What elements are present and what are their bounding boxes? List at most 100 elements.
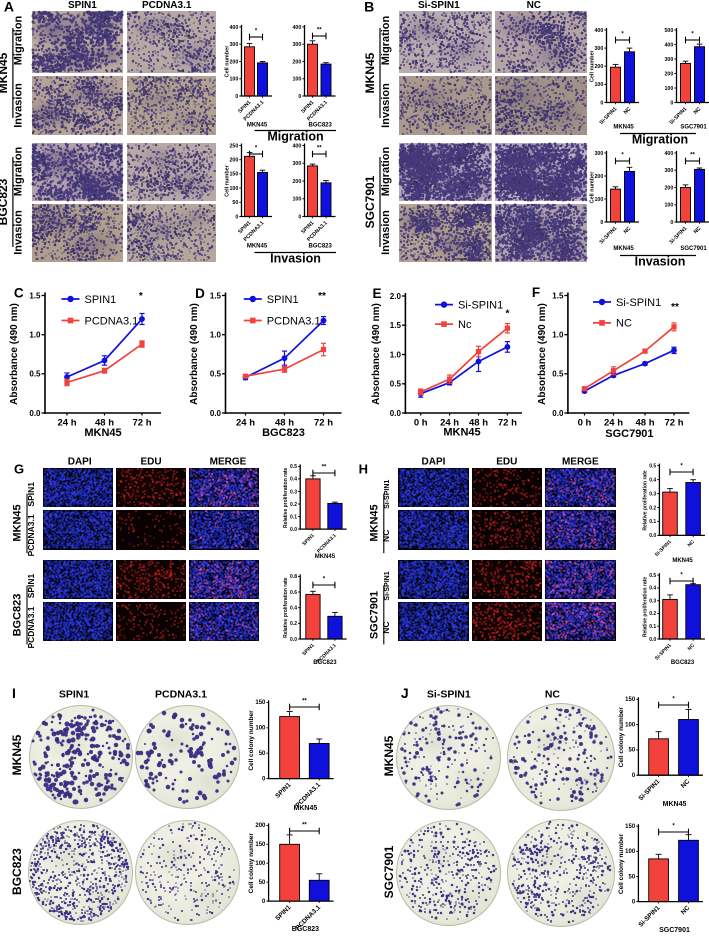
svg-text:I: I — [12, 685, 16, 701]
svg-text:*: * — [621, 153, 624, 159]
svg-text:200: 200 — [594, 64, 603, 70]
svg-text:NC: NC — [687, 539, 697, 549]
svg-text:50: 50 — [259, 751, 266, 757]
svg-text:*: * — [505, 309, 509, 320]
svg-text:0.0: 0.0 — [290, 527, 297, 533]
svg-text:Cell colony number: Cell colony number — [248, 710, 255, 771]
svg-text:Relative proliferation rate: Relative proliferation rate — [283, 467, 289, 528]
svg-text:Relative proliferation rate: Relative proliferation rate — [283, 577, 289, 638]
svg-text:150: 150 — [229, 172, 238, 178]
svg-text:0: 0 — [262, 899, 266, 905]
svg-text:2.0: 2.0 — [390, 292, 402, 301]
svg-text:300: 300 — [292, 42, 301, 48]
svg-text:0: 0 — [670, 100, 673, 106]
svg-text:150: 150 — [625, 824, 636, 830]
svg-text:Migration: Migration — [380, 146, 392, 196]
svg-text:0: 0 — [298, 94, 301, 100]
svg-text:BGC823: BGC823 — [262, 427, 305, 439]
svg-text:150: 150 — [625, 697, 636, 703]
svg-text:200: 200 — [229, 59, 238, 65]
svg-text:EDU: EDU — [496, 457, 517, 468]
svg-text:200: 200 — [292, 179, 301, 185]
svg-text:100: 100 — [625, 849, 636, 855]
svg-text:250: 250 — [229, 143, 238, 149]
svg-text:0: 0 — [670, 220, 673, 226]
svg-text:0.8: 0.8 — [290, 574, 297, 580]
svg-text:Migration: Migration — [267, 130, 323, 144]
svg-text:Invasion: Invasion — [270, 252, 321, 266]
svg-text:MKN45: MKN45 — [84, 427, 121, 439]
svg-text:*: * — [672, 697, 675, 703]
svg-text:150: 150 — [255, 842, 266, 848]
svg-text:0.5: 0.5 — [649, 573, 656, 579]
svg-text:72 h: 72 h — [314, 418, 333, 429]
svg-text:0.4: 0.4 — [290, 606, 297, 612]
svg-text:Cell colony number: Cell colony number — [618, 833, 625, 894]
svg-text:200: 200 — [255, 823, 266, 829]
svg-text:SGC7901: SGC7901 — [680, 246, 707, 252]
svg-text:*: * — [621, 32, 624, 38]
svg-text:SPIN1: SPIN1 — [267, 294, 299, 306]
svg-text:Si-SPIN1: Si-SPIN1 — [616, 297, 661, 309]
svg-text:48 h: 48 h — [95, 418, 114, 429]
svg-text:SPIN1: SPIN1 — [26, 482, 36, 507]
svg-text:24 h: 24 h — [440, 418, 459, 429]
svg-text:MKN45: MKN45 — [663, 801, 687, 808]
svg-text:0 h: 0 h — [578, 418, 592, 429]
svg-text:Cell number: Cell number — [590, 171, 596, 204]
svg-text:0.2: 0.2 — [290, 502, 297, 508]
svg-text:0: 0 — [262, 776, 266, 782]
svg-text:*: * — [323, 577, 326, 583]
svg-text:Nc: Nc — [458, 319, 472, 331]
svg-text:NC: NC — [545, 689, 561, 701]
svg-text:MKN45: MKN45 — [363, 52, 377, 93]
svg-text:SPIN1: SPIN1 — [301, 643, 316, 658]
svg-text:MKN45: MKN45 — [613, 246, 634, 252]
svg-text:300: 300 — [292, 161, 301, 167]
svg-text:*: * — [255, 146, 258, 152]
svg-text:Si-SPIN1: Si-SPIN1 — [599, 106, 619, 126]
svg-text:1.5: 1.5 — [29, 291, 41, 300]
svg-text:Si-SPIN1: Si-SPIN1 — [427, 689, 471, 701]
svg-text:**: ** — [302, 699, 307, 705]
svg-text:0.5: 0.5 — [210, 370, 222, 379]
svg-text:NC: NC — [693, 226, 703, 236]
svg-text:H: H — [359, 462, 368, 477]
svg-text:NC: NC — [623, 226, 633, 236]
svg-text:0.2: 0.2 — [649, 611, 656, 617]
svg-text:1.5: 1.5 — [552, 291, 564, 300]
svg-text:Cell number: Cell number — [225, 164, 231, 197]
svg-text:0.5: 0.5 — [390, 380, 402, 389]
svg-text:Migration: Migration — [12, 15, 24, 65]
svg-text:100: 100 — [255, 861, 266, 867]
svg-text:**: ** — [671, 302, 679, 313]
svg-text:0.4: 0.4 — [290, 477, 297, 483]
svg-text:Invasion: Invasion — [12, 210, 24, 255]
svg-text:PCDNA3.1: PCDNA3.1 — [142, 0, 192, 11]
svg-text:BGC823: BGC823 — [292, 926, 319, 933]
svg-text:300: 300 — [594, 151, 603, 157]
svg-text:0: 0 — [600, 100, 603, 106]
svg-text:0.4: 0.4 — [649, 477, 656, 483]
svg-text:400: 400 — [594, 28, 603, 34]
svg-text:SPIN1: SPIN1 — [85, 294, 117, 306]
svg-text:B: B — [364, 0, 374, 14]
svg-text:0.2: 0.2 — [649, 505, 656, 511]
svg-text:400: 400 — [664, 151, 673, 157]
svg-text:24 h: 24 h — [604, 418, 623, 429]
svg-text:1.0: 1.0 — [552, 331, 564, 340]
svg-text:EDU: EDU — [140, 457, 161, 468]
svg-text:Migration: Migration — [12, 146, 24, 196]
svg-text:Migration: Migration — [380, 15, 392, 65]
svg-text:24 h: 24 h — [236, 418, 255, 429]
svg-text:NC: NC — [381, 530, 391, 542]
svg-text:Absorbance (490 nm): Absorbance (490 nm) — [537, 303, 548, 405]
svg-text:**: ** — [318, 291, 326, 302]
svg-text:Si-SPIN1: Si-SPIN1 — [418, 0, 460, 11]
svg-text:400: 400 — [292, 143, 301, 149]
svg-text:J: J — [401, 685, 409, 701]
svg-text:0.0: 0.0 — [390, 409, 402, 418]
svg-text:0.1: 0.1 — [649, 624, 656, 630]
svg-text:100: 100 — [229, 77, 238, 83]
svg-text:PCDNA3.1: PCDNA3.1 — [85, 315, 139, 327]
